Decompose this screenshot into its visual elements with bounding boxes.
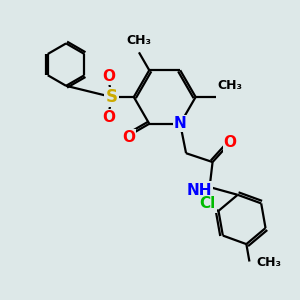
Text: CH₃: CH₃ — [218, 79, 243, 92]
Text: NH: NH — [187, 182, 212, 197]
Text: CH₃: CH₃ — [257, 256, 282, 269]
Text: O: O — [102, 69, 115, 84]
Text: CH₃: CH₃ — [127, 34, 152, 47]
Text: S: S — [106, 88, 118, 106]
Text: O: O — [122, 130, 135, 145]
Text: O: O — [224, 135, 237, 150]
Text: O: O — [102, 110, 115, 125]
Text: Cl: Cl — [200, 196, 216, 211]
Text: N: N — [174, 116, 187, 131]
